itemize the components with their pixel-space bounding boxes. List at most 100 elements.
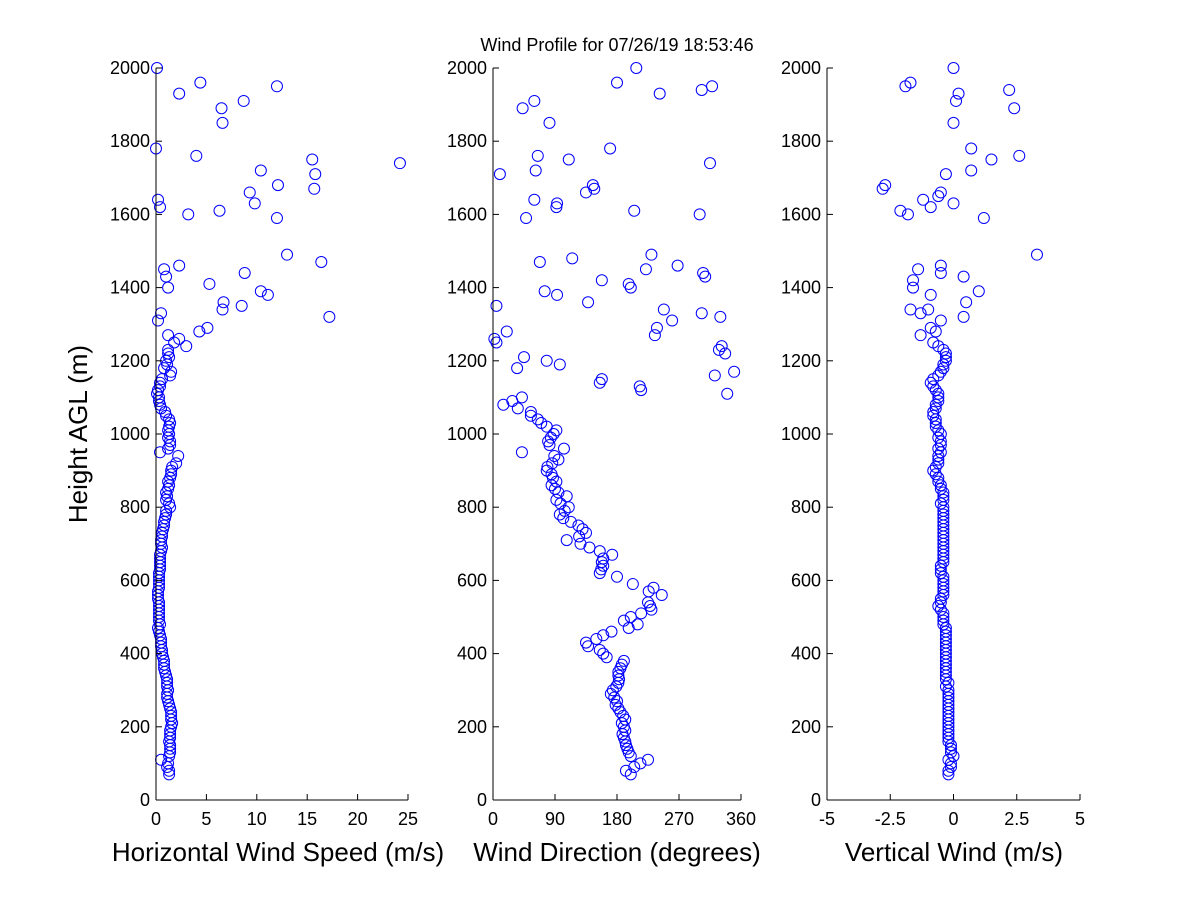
data-point-vertical (927, 336, 940, 349)
data-point-vertical (929, 384, 942, 397)
data-point-vertical (934, 596, 947, 609)
data-point-vertical (944, 739, 957, 752)
data-point-direction (533, 255, 546, 268)
data-point-direction (511, 402, 524, 415)
data-point-speed (315, 255, 328, 268)
data-point-direction (535, 417, 548, 430)
data-point-vertical (927, 464, 940, 477)
data-point-speed (162, 281, 175, 294)
y-tick-label: 800 (791, 497, 821, 517)
data-point-direction (564, 515, 577, 528)
y-tick-label: 200 (791, 717, 821, 737)
x-tick-label: 0 (151, 809, 161, 829)
data-point-speed (152, 193, 165, 206)
data-point-speed (162, 343, 175, 356)
data-point-vertical (947, 197, 960, 210)
data-point-speed (154, 201, 167, 214)
data-point-direction (645, 248, 658, 261)
data-point-vertical (939, 625, 952, 638)
data-point-speed (155, 307, 168, 320)
data-point-vertical (934, 563, 947, 576)
data-point-direction (580, 526, 592, 539)
data-point-speed (162, 347, 175, 360)
data-point-speed (248, 197, 261, 210)
vertical-wind-panel: 0 200 400 600 800 1000 1200 1400 1600 1800 2000 -5 -… (781, 58, 1085, 867)
data-point-vertical (932, 424, 945, 437)
data-point-direction (708, 369, 721, 382)
data-point-vertical (944, 761, 957, 774)
y-tick-label: 800 (120, 497, 150, 517)
data-point-vertical (879, 179, 892, 192)
data-point-vertical (1013, 149, 1026, 162)
y-tick-label: 1000 (110, 424, 150, 444)
y-tick-label: 200 (457, 717, 487, 737)
data-point-speed (163, 698, 176, 711)
data-point-speed (182, 208, 195, 221)
data-point-speed (165, 468, 178, 481)
data-point-vertical (965, 164, 978, 177)
data-point-direction (515, 446, 528, 459)
data-point-vertical (914, 329, 927, 342)
data-point-speed (393, 157, 406, 170)
data-point-vertical (944, 746, 957, 759)
data-point-speed (154, 446, 167, 459)
data-point-speed (158, 362, 171, 375)
data-point-direction (619, 764, 632, 777)
data-point-vertical (957, 310, 970, 323)
data-point-vertical (937, 614, 950, 627)
data-point-vertical (932, 457, 945, 470)
data-point-speed (254, 164, 267, 177)
data-point-direction (540, 354, 553, 367)
data-point-vertical (939, 168, 952, 181)
x-tick-label: 10 (247, 809, 267, 829)
x-tick-label: 0 (488, 809, 498, 829)
y-tick-label: 1600 (110, 204, 150, 224)
data-point-vertical (944, 742, 957, 755)
data-point-vertical (939, 351, 952, 364)
data-point-direction (518, 351, 530, 364)
data-point-vertical (932, 600, 945, 613)
data-point-vertical (937, 362, 950, 375)
x-tick-label: 2.5 (1004, 809, 1029, 829)
data-point-speed (158, 263, 171, 276)
data-point-direction (515, 391, 528, 404)
data-point-vertical (937, 486, 950, 499)
data-point-speed (166, 460, 179, 473)
data-point-direction (624, 768, 637, 781)
data-point-speed (238, 266, 251, 279)
data-point-speed (180, 340, 193, 353)
y-tick-label: 1200 (110, 351, 150, 371)
data-point-direction (597, 647, 610, 660)
data-point-vertical (901, 208, 914, 221)
data-point-vertical (934, 186, 947, 199)
data-point-direction (606, 548, 619, 561)
data-point-direction (605, 625, 618, 638)
data-point-direction (551, 288, 564, 301)
data-point-direction (490, 299, 503, 312)
data-point-direction (488, 332, 501, 345)
data-point-vertical (929, 417, 942, 430)
data-point-direction (697, 266, 710, 279)
data-point-direction (719, 347, 732, 360)
y-tick-label: 1200 (447, 351, 487, 371)
data-point-direction (616, 728, 629, 741)
data-point-vertical (924, 201, 937, 214)
data-point-direction (647, 581, 660, 594)
data-point-direction (728, 365, 741, 378)
data-point-vertical (942, 684, 955, 697)
y-tick-label: 800 (457, 497, 487, 517)
data-point-vertical (939, 354, 952, 367)
data-point-vertical (934, 314, 947, 327)
data-point-vertical (1008, 102, 1021, 115)
x-tick-label: -5 (819, 809, 835, 829)
data-point-vertical (947, 116, 960, 129)
data-point-direction (520, 212, 533, 225)
data-point-vertical (939, 347, 952, 360)
data-point-speed (172, 449, 185, 462)
x-tick-label: 360 (726, 809, 756, 829)
data-point-direction (655, 589, 668, 602)
data-point-direction (639, 263, 652, 276)
data-point-vertical (934, 365, 947, 378)
data-point-direction (630, 62, 643, 74)
